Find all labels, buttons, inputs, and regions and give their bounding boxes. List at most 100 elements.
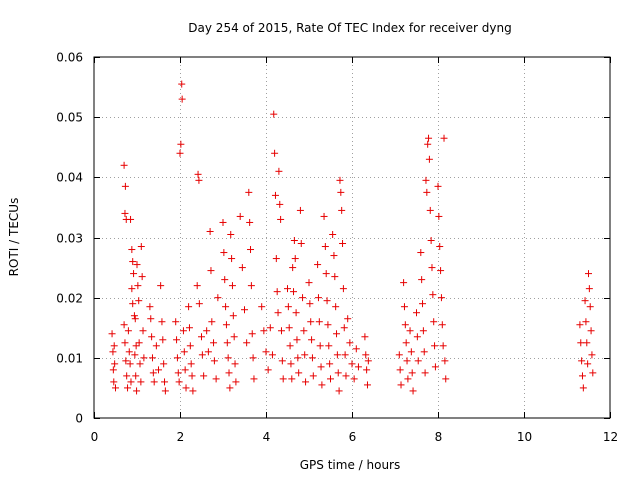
data-point <box>316 342 324 350</box>
data-point <box>137 243 145 251</box>
data-point <box>300 327 308 335</box>
data-point <box>110 342 118 350</box>
data-point <box>314 294 322 302</box>
data-point <box>407 348 415 356</box>
data-point <box>188 372 196 380</box>
data-point <box>437 294 445 302</box>
data-point <box>181 366 189 374</box>
data-point <box>112 384 119 392</box>
data-point <box>250 375 258 383</box>
data-point <box>326 360 334 368</box>
data-point <box>123 372 131 380</box>
data-point <box>435 212 443 220</box>
data-point <box>321 243 329 251</box>
y-tick-label: 0.01 <box>56 352 83 366</box>
data-point <box>276 200 284 208</box>
data-point <box>268 351 276 359</box>
data-point <box>203 327 211 335</box>
data-point <box>418 276 426 284</box>
data-point <box>322 270 330 278</box>
data-point <box>400 303 408 311</box>
data-point <box>121 339 129 347</box>
data-point <box>130 270 138 278</box>
data-point <box>582 318 590 326</box>
data-point <box>315 318 323 326</box>
data-point <box>441 357 449 365</box>
data-point <box>204 348 212 356</box>
data-point <box>576 321 584 329</box>
data-point <box>207 267 215 275</box>
data-point <box>413 309 420 317</box>
data-point <box>442 375 450 383</box>
data-point <box>180 348 188 356</box>
data-point <box>227 230 235 238</box>
data-point <box>395 351 403 359</box>
data-point <box>344 315 352 323</box>
data-point <box>417 249 425 257</box>
data-point <box>241 306 248 314</box>
data-point <box>230 333 238 341</box>
x-tick-label: 4 <box>263 430 271 444</box>
data-point <box>426 206 434 214</box>
data-point <box>272 255 280 263</box>
data-point <box>333 330 341 338</box>
data-point <box>339 240 347 248</box>
data-point <box>289 264 297 272</box>
data-point <box>266 324 274 332</box>
data-point <box>133 387 141 395</box>
data-point <box>314 261 322 269</box>
data-point <box>421 369 429 377</box>
data-point <box>248 330 256 338</box>
data-point <box>425 155 433 163</box>
data-point <box>352 345 360 353</box>
data-point <box>434 182 442 190</box>
data-point <box>122 357 130 365</box>
y-tick-label: 0.04 <box>56 171 83 185</box>
data-point <box>327 375 334 383</box>
data-point <box>262 348 270 356</box>
data-point <box>210 339 218 347</box>
data-point <box>128 285 136 293</box>
data-point <box>296 206 304 214</box>
data-point <box>413 333 421 341</box>
data-point <box>148 333 156 341</box>
data-point <box>586 303 594 311</box>
data-point <box>139 327 147 335</box>
data-point <box>264 366 272 374</box>
data-point <box>293 336 301 344</box>
data-point <box>324 321 332 329</box>
data-point <box>290 237 298 245</box>
data-point <box>179 327 187 335</box>
data-point <box>245 188 253 196</box>
data-point <box>585 285 593 293</box>
data-point <box>177 140 185 148</box>
data-point <box>232 378 240 386</box>
data-point <box>437 267 445 275</box>
data-point <box>273 288 281 296</box>
data-point <box>120 321 128 329</box>
data-point <box>297 240 305 248</box>
data-point <box>318 381 326 389</box>
data-point <box>133 261 141 269</box>
data-point <box>581 297 589 305</box>
data-point <box>155 366 162 374</box>
data-point <box>284 303 292 311</box>
data-point <box>288 375 296 383</box>
data-point <box>350 375 358 383</box>
y-tick-label: 0.06 <box>56 51 83 65</box>
data-point <box>160 360 168 368</box>
data-point <box>332 303 340 311</box>
data-point <box>271 149 279 157</box>
data-point <box>362 351 370 359</box>
data-point <box>260 327 268 335</box>
data-point <box>131 351 139 359</box>
data-point <box>285 324 293 332</box>
data-point <box>363 366 371 374</box>
data-point <box>409 387 417 395</box>
data-point <box>423 188 431 196</box>
data-point <box>225 369 233 377</box>
data-point <box>401 321 409 329</box>
data-point <box>309 372 317 380</box>
data-point <box>320 212 328 220</box>
data-point <box>428 264 436 272</box>
